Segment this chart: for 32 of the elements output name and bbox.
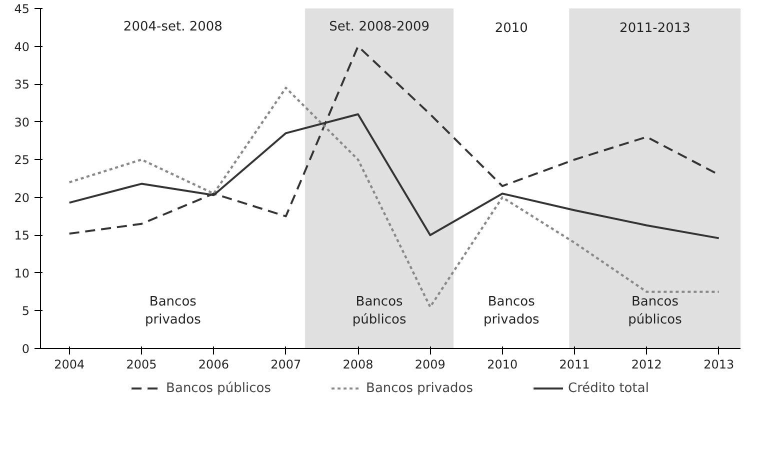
x-tick-label: 2005: [126, 358, 157, 372]
x-tick-label: 2010: [487, 358, 518, 372]
legend-label: Crédito total: [568, 380, 649, 396]
y-tick-label: 40: [14, 40, 30, 54]
annotation: Bancos privados: [145, 294, 202, 328]
annotation: 2011-2013: [620, 21, 690, 36]
y-tick-label: 30: [14, 115, 30, 130]
y-tick-label: 35: [14, 78, 30, 92]
y-tick-label: 15: [14, 228, 30, 243]
annotation: Bancos públicos: [628, 294, 682, 328]
x-tick-label: 2004: [54, 358, 85, 372]
x-tick-label: 2013: [704, 358, 734, 372]
x-tick-label: 2006: [198, 358, 229, 372]
y-tick-label: 10: [14, 266, 30, 280]
annotation: 2004-set. 2008: [123, 20, 222, 35]
legend-label: Bancos privados: [366, 380, 474, 396]
x-tick-label: 2012: [631, 358, 662, 372]
y-tick-label: 0: [22, 342, 30, 356]
annotation: Bancos privados: [483, 294, 540, 328]
annotation: Set. 2008-2009: [329, 20, 430, 35]
line-series: [68, 86, 720, 308]
y-tick-label: 5: [22, 304, 30, 318]
x-tick-label: 2009: [414, 358, 446, 372]
annotation: Bancos públicos: [352, 294, 406, 328]
x-tick-label: 2007: [270, 358, 302, 372]
y-tick-label: 45: [14, 2, 30, 16]
legend-label: Bancos públicos: [166, 380, 272, 396]
annotation: 2010: [494, 21, 528, 36]
y-tick-label: 20: [14, 190, 30, 205]
x-tick-label: 2011: [559, 358, 590, 372]
x-tick-label: 2008: [342, 358, 374, 372]
y-tick-label: 25: [14, 153, 30, 168]
